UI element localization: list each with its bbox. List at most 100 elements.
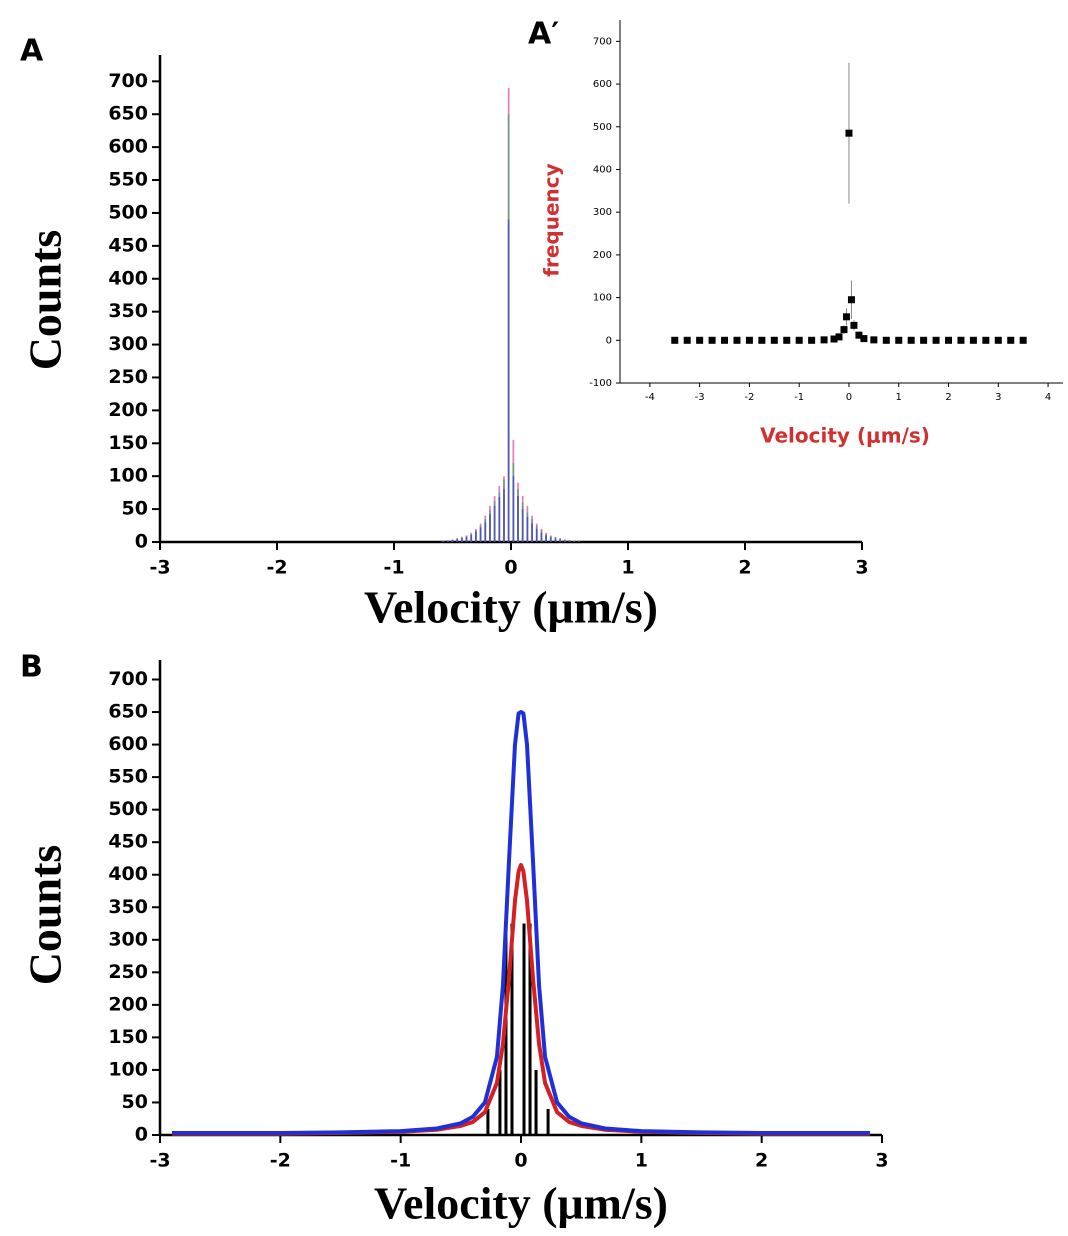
y-tick-label: 150: [108, 1026, 148, 1048]
bar: [489, 514, 491, 542]
x-tick-label: -2: [744, 392, 754, 403]
bar: [461, 538, 463, 542]
bar: [521, 509, 524, 542]
x-tick-label: 1: [896, 392, 902, 403]
bar: [540, 532, 543, 542]
point: [847, 296, 855, 304]
y-tick-label: 250: [108, 961, 148, 983]
y-tick-label: 50: [122, 498, 148, 520]
bar: [475, 531, 477, 542]
point: [835, 333, 843, 341]
point: [733, 336, 741, 344]
x-tick-label: -3: [695, 392, 705, 403]
y-tick-label: 350: [108, 300, 148, 322]
y-axis-label: Counts: [20, 230, 71, 371]
y-tick-label: 600: [593, 79, 612, 90]
y-tick-label: 100: [593, 293, 612, 304]
y-tick-label: 500: [108, 201, 148, 223]
y-tick-label: 200: [593, 250, 612, 261]
bar: [484, 522, 487, 542]
bar: [578, 541, 580, 542]
point: [683, 336, 691, 344]
bar: [559, 539, 561, 542]
x-tick-label: -3: [149, 1150, 170, 1172]
bar: [465, 536, 468, 542]
x-tick-label: 3: [855, 557, 868, 579]
x-tick-label: 1: [635, 1150, 648, 1172]
y-tick-label: -100: [589, 378, 612, 389]
x-tick-label: -3: [149, 557, 170, 579]
point: [696, 336, 704, 344]
bar: [563, 540, 566, 542]
bar: [456, 539, 459, 542]
bar: [498, 1069, 502, 1135]
point: [770, 336, 778, 344]
y-tick-label: 500: [593, 122, 612, 133]
x-tick-label: 1: [621, 557, 634, 579]
y-tick-label: 400: [108, 267, 148, 289]
y-tick-label: 600: [108, 733, 148, 755]
panel-label: A: [20, 34, 44, 69]
y-tick-label: 0: [606, 335, 612, 346]
y-axis-label: frequency: [540, 163, 564, 276]
bar: [498, 497, 501, 542]
point: [882, 336, 890, 344]
x-tick-label: -2: [270, 1150, 291, 1172]
x-tick-label: 0: [504, 557, 517, 579]
point: [945, 336, 953, 344]
bar: [493, 505, 496, 542]
point: [932, 336, 940, 344]
bar: [517, 495, 519, 542]
x-tick-label: -1: [794, 392, 804, 403]
bar: [503, 489, 505, 542]
bar: [528, 923, 532, 1135]
point: [840, 326, 848, 334]
x-axis-label: Velocity (μm/s): [364, 582, 658, 633]
x-tick-label: 0: [514, 1150, 527, 1172]
x-axis-label: Velocity (μm/s): [760, 424, 930, 448]
y-tick-label: 250: [108, 366, 148, 388]
bar: [442, 541, 444, 542]
y-axis-label: Counts: [20, 845, 71, 986]
point: [745, 336, 753, 344]
y-tick-label: 100: [108, 1058, 148, 1080]
x-tick-label: -4: [645, 392, 655, 403]
x-axis-label: Velocity (μm/s): [374, 1178, 668, 1229]
y-tick-label: 700: [593, 36, 612, 47]
bar: [573, 541, 576, 542]
bar: [531, 523, 533, 542]
bar: [512, 476, 515, 542]
point: [820, 336, 828, 344]
panel-label: A′: [528, 17, 559, 52]
point: [795, 336, 803, 344]
y-tick-label: 300: [108, 333, 148, 355]
bar: [526, 516, 529, 542]
y-tick-label: 700: [108, 70, 148, 92]
point: [830, 335, 838, 343]
point: [758, 336, 766, 344]
bar: [554, 538, 557, 542]
bar: [522, 923, 526, 1135]
point: [721, 336, 729, 344]
fit-line: [172, 862, 870, 1136]
x-tick-label: 2: [755, 1150, 768, 1172]
bar: [451, 540, 454, 542]
y-tick-label: 200: [108, 993, 148, 1015]
y-tick-label: 100: [108, 465, 148, 487]
point: [870, 336, 878, 344]
point: [920, 336, 928, 344]
y-tick-label: 0: [135, 531, 148, 553]
y-tick-label: 450: [108, 234, 148, 256]
y-tick-label: 600: [108, 136, 148, 158]
point: [907, 336, 915, 344]
bar: [545, 535, 547, 542]
y-tick-label: 650: [108, 103, 148, 125]
y-tick-label: 200: [108, 399, 148, 421]
bar: [568, 540, 571, 542]
y-tick-label: 700: [108, 668, 148, 690]
point: [957, 336, 965, 344]
x-tick-label: 3: [875, 1150, 888, 1172]
point: [1007, 336, 1015, 344]
point: [842, 313, 850, 321]
